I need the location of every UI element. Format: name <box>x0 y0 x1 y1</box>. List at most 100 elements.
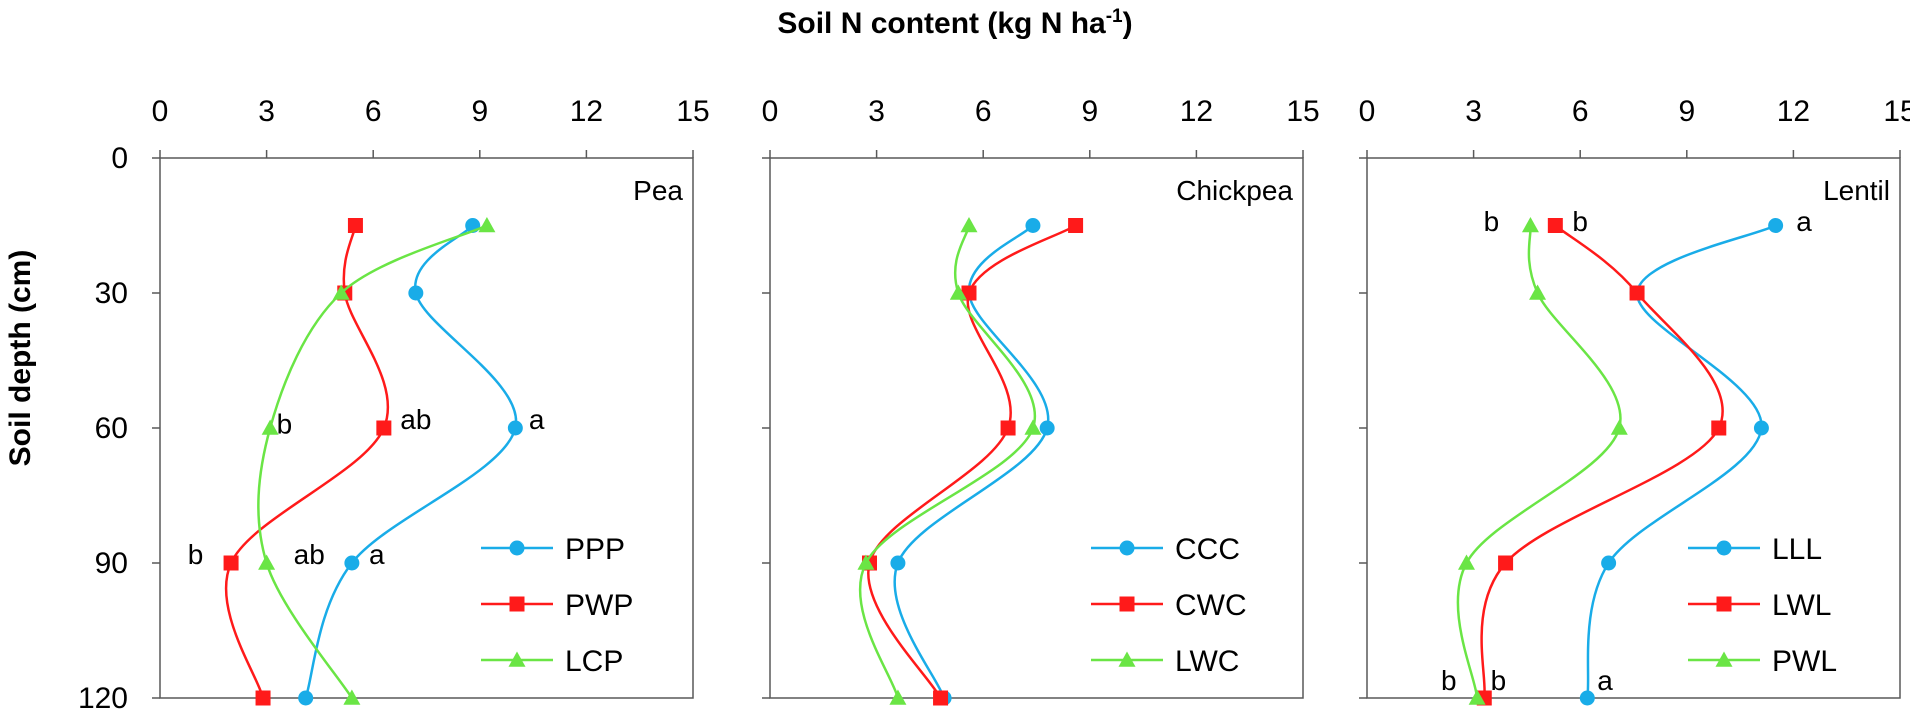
legend-marker <box>1119 540 1135 556</box>
significance-label: b <box>1491 665 1507 696</box>
legend-label: LWL <box>1772 589 1831 622</box>
x-tick-label: 12 <box>1180 95 1213 128</box>
x-tick-label: 3 <box>258 95 275 128</box>
data-point <box>1529 284 1547 300</box>
legend-marker <box>509 540 525 556</box>
series-cwc <box>861 218 1084 706</box>
data-point <box>261 419 279 435</box>
series-line-lwc <box>858 225 1037 699</box>
legend-item-ccc: CCC <box>1091 533 1240 566</box>
significance-label: b <box>1441 665 1457 696</box>
data-point <box>889 689 907 705</box>
panel-title-chickpea: Chickpea <box>1176 175 1293 206</box>
significance-label: a <box>529 404 545 435</box>
data-point <box>1601 555 1617 571</box>
data-point <box>933 690 949 706</box>
data-point <box>949 284 967 300</box>
data-point <box>223 555 239 571</box>
series-line-lwl <box>1480 224 1724 699</box>
panel-chickpea: 0 3 6 9 12 15 Chickpea CCC CWC LWC <box>762 95 1320 706</box>
legend-item-lcp: LCP <box>481 645 623 678</box>
legend-label: LCP <box>565 645 623 678</box>
data-point <box>1024 419 1042 435</box>
data-point <box>258 554 276 570</box>
legend-marker <box>1716 596 1732 612</box>
data-point <box>344 555 360 571</box>
x-tick-label: 15 <box>676 95 709 128</box>
series-lcp <box>257 217 496 705</box>
x-tick-label: 6 <box>1572 95 1589 128</box>
panel-lentil: 0 3 6 9 12 15 Lentil LLL LWL PWL b b a b b a <box>1359 95 1910 706</box>
significance-label: ab <box>294 539 325 570</box>
series-line-pwp <box>224 225 390 699</box>
legend-label: CCC <box>1175 533 1240 566</box>
chart-title: Soil N content (kg N ha-1) <box>777 6 1132 40</box>
chart-title-superscript: -1 <box>1106 6 1123 27</box>
legend-label: PWL <box>1772 645 1837 678</box>
data-point <box>1457 554 1475 570</box>
legend-label: CWC <box>1175 589 1247 622</box>
significance-label: b <box>188 539 204 570</box>
x-tick-label: 9 <box>1678 95 1695 128</box>
data-point <box>255 690 271 706</box>
x-tick-label: 3 <box>1465 95 1482 128</box>
significance-label: b <box>1572 206 1588 237</box>
x-tick-label: 12 <box>1777 95 1810 128</box>
x-tick-label: 9 <box>471 95 488 128</box>
legend-marker <box>1119 596 1135 612</box>
chart-title-end: ) <box>1123 7 1133 40</box>
legend-marker <box>1716 540 1732 556</box>
significance-label: ab <box>400 404 431 435</box>
significance-label: a <box>1796 206 1812 237</box>
legend-label: LLL <box>1772 533 1822 566</box>
data-point <box>1629 285 1645 301</box>
data-point <box>1468 689 1486 705</box>
legend-item-ppp: PPP <box>481 533 625 566</box>
data-point <box>298 690 314 706</box>
panel-title-pea: Pea <box>633 175 683 206</box>
legend-marker <box>1118 651 1136 667</box>
legend-item-lll: LLL <box>1688 533 1822 566</box>
series-ppp <box>298 218 523 706</box>
data-point <box>408 285 424 301</box>
data-point <box>343 689 361 705</box>
x-tick-label: 6 <box>365 95 382 128</box>
x-tick-label: 9 <box>1081 95 1098 128</box>
legend-item-lwc: LWC <box>1091 645 1239 678</box>
data-point <box>507 420 523 436</box>
legend-marker <box>508 651 526 667</box>
legend-item-cwc: CWC <box>1091 589 1247 622</box>
y-tick-label: 60 <box>95 412 128 445</box>
data-point <box>1547 218 1563 233</box>
series-lwc <box>857 217 1042 705</box>
significance-label: b <box>277 409 293 440</box>
series-pwl <box>1456 217 1628 705</box>
x-tick-label: 15 <box>1883 95 1910 128</box>
data-point <box>890 555 906 571</box>
data-point <box>332 284 350 300</box>
legend-item-lwl: LWL <box>1688 589 1831 622</box>
legend-marker <box>1715 651 1733 667</box>
legend-label: LWC <box>1175 645 1239 678</box>
data-point <box>1498 555 1514 571</box>
significance-label: a <box>369 539 385 570</box>
data-point <box>1000 420 1016 436</box>
data-point <box>1025 218 1041 233</box>
y-axis-label: Soil depth (cm) <box>4 250 37 467</box>
y-tick-label: 90 <box>95 547 128 580</box>
x-tick-label: 15 <box>1286 95 1319 128</box>
significance-label: a <box>1597 665 1613 696</box>
x-tick-label: 3 <box>868 95 885 128</box>
x-tick-label: 0 <box>1359 95 1376 128</box>
data-point <box>478 217 496 233</box>
legend-item-pwp: PWP <box>481 589 633 622</box>
data-point <box>1068 218 1084 233</box>
data-point <box>1711 420 1727 436</box>
legend-marker <box>509 596 525 612</box>
series-line-lcp <box>257 224 488 699</box>
data-point <box>1768 218 1784 233</box>
series-pwp <box>223 218 392 706</box>
series-lwl <box>1476 218 1727 706</box>
